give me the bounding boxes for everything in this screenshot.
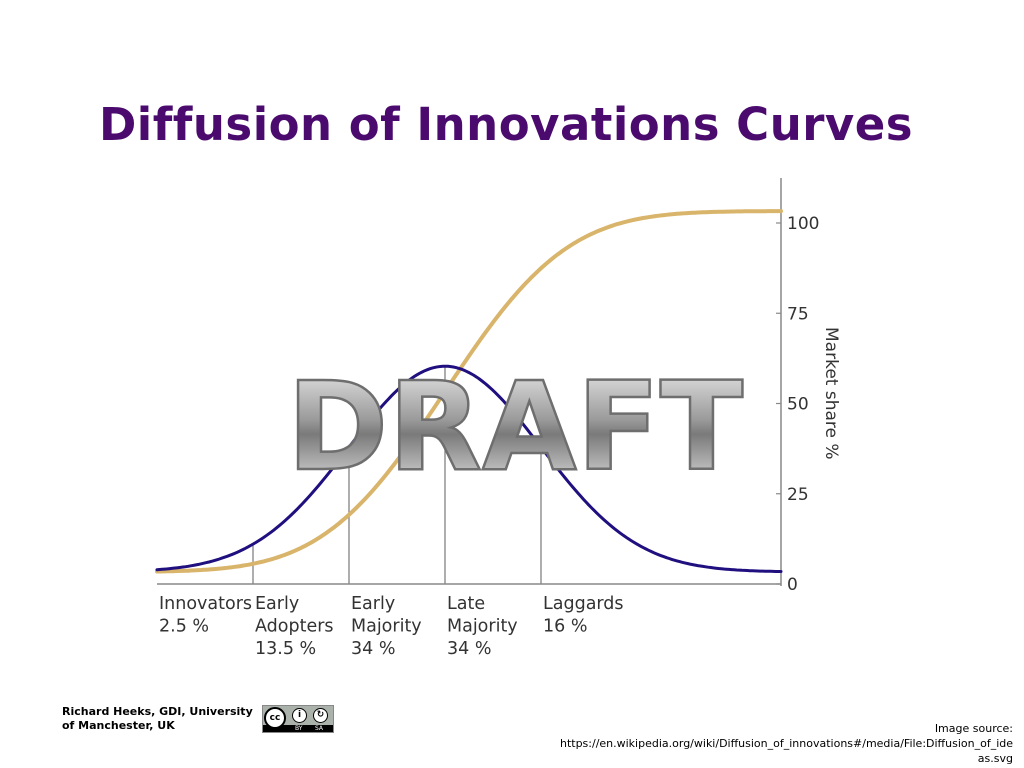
segment-label-line: Innovators [159, 594, 252, 614]
y-tick-label: 0 [787, 575, 798, 595]
segment-label-line: Late [447, 594, 485, 614]
segment-label-line: 13.5 % [255, 639, 316, 659]
source-line-3: as.svg [977, 752, 1013, 765]
segment-label-line: Laggards [543, 594, 624, 614]
segment-label-line: Majority [447, 617, 518, 637]
license-sa-label: SA [315, 725, 324, 732]
y-tick-label: 75 [787, 304, 809, 324]
source-url[interactable]: https://en.wikipedia.org/wiki/Diffusion_… [559, 737, 1013, 750]
source-line-1: Image source: [934, 722, 1013, 735]
license-by-label: BY [295, 725, 303, 732]
cumulative-market-share-curve [155, 209, 783, 574]
by-person-icon: i [292, 708, 307, 723]
y-tick-label: 50 [787, 395, 809, 415]
cc-by-sa-icon[interactable]: cc i ↻ BY SA [262, 705, 334, 733]
segment-label-line: Majority [351, 617, 422, 637]
image-source: Image source: https://en.wikipedia.org/w… [493, 721, 1013, 766]
y-tick-label: 25 [787, 485, 809, 505]
draft-watermark: DRAFT [287, 356, 743, 498]
segment-label-line: 2.5 % [159, 617, 209, 637]
segment-label-innovators: Innovators 2.5 % [159, 594, 252, 637]
author-line-2: of Manchester, UK [62, 719, 175, 732]
adoption-bell-curve [155, 364, 783, 573]
y-tick-label: 100 [787, 214, 819, 234]
segment-label-line: 16 % [543, 617, 587, 637]
author-credit: Richard Heeks, GDI, University of Manche… [62, 705, 267, 733]
segment-label-line: Early [351, 594, 395, 614]
y-axis-title: Market share % [821, 327, 841, 460]
segment-label-line: Early [255, 594, 299, 614]
sa-share-icon: ↻ [313, 708, 328, 723]
slide-title: Diffusion of Innovations Curves [98, 98, 914, 151]
segment-label-line: 34 % [351, 639, 395, 659]
diffusion-chart: 0 25 50 75 100 DRAFT Market share % Innovato… [155, 178, 841, 659]
cc-icon: cc [264, 707, 286, 729]
author-line-1: Richard Heeks, GDI, University [62, 705, 253, 718]
segment-label-line: Adopters [255, 617, 334, 637]
segment-label-line: 34 % [447, 639, 491, 659]
segment-label-laggards: Laggards 16 % [543, 594, 624, 637]
